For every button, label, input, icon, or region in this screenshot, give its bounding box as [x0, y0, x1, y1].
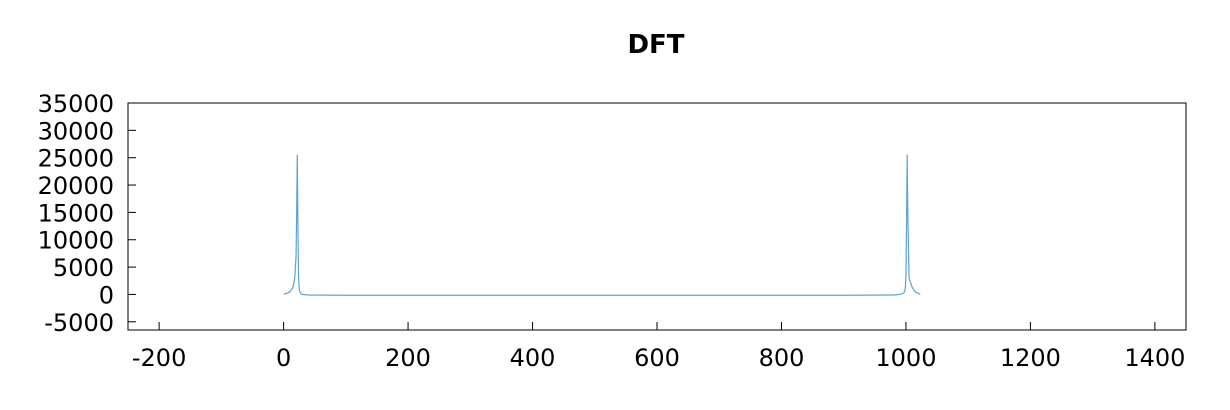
y-tick-label: 15000	[38, 199, 114, 227]
plot-frame	[127, 102, 1187, 331]
x-tick-label: 0	[276, 344, 291, 372]
x-tick-label: 800	[759, 344, 805, 372]
x-axis-ticks: -200 0 200 400 600 800 1000 1200 1400	[132, 322, 1185, 372]
y-tick-label: -5000	[44, 309, 114, 337]
y-tick-label: 10000	[38, 227, 114, 255]
x-tick-label: 200	[385, 344, 431, 372]
chart-title: DFT	[627, 30, 685, 60]
series-group	[283, 154, 921, 296]
y-tick-label: 25000	[38, 145, 114, 173]
x-tick-label: 1400	[1124, 344, 1185, 372]
y-tick-label: 30000	[38, 117, 114, 145]
x-tick-label: 400	[510, 344, 556, 372]
series-line	[283, 154, 921, 296]
y-tick-label: 20000	[38, 172, 114, 200]
y-tick-label: 0	[99, 281, 114, 309]
x-tick-label: 1200	[1000, 344, 1061, 372]
y-tick-label: 5000	[53, 254, 114, 282]
x-tick-label: 600	[634, 344, 680, 372]
x-tick-label: 1000	[875, 344, 936, 372]
x-tick-label: -200	[132, 344, 186, 372]
y-tick-label: 35000	[38, 90, 114, 118]
